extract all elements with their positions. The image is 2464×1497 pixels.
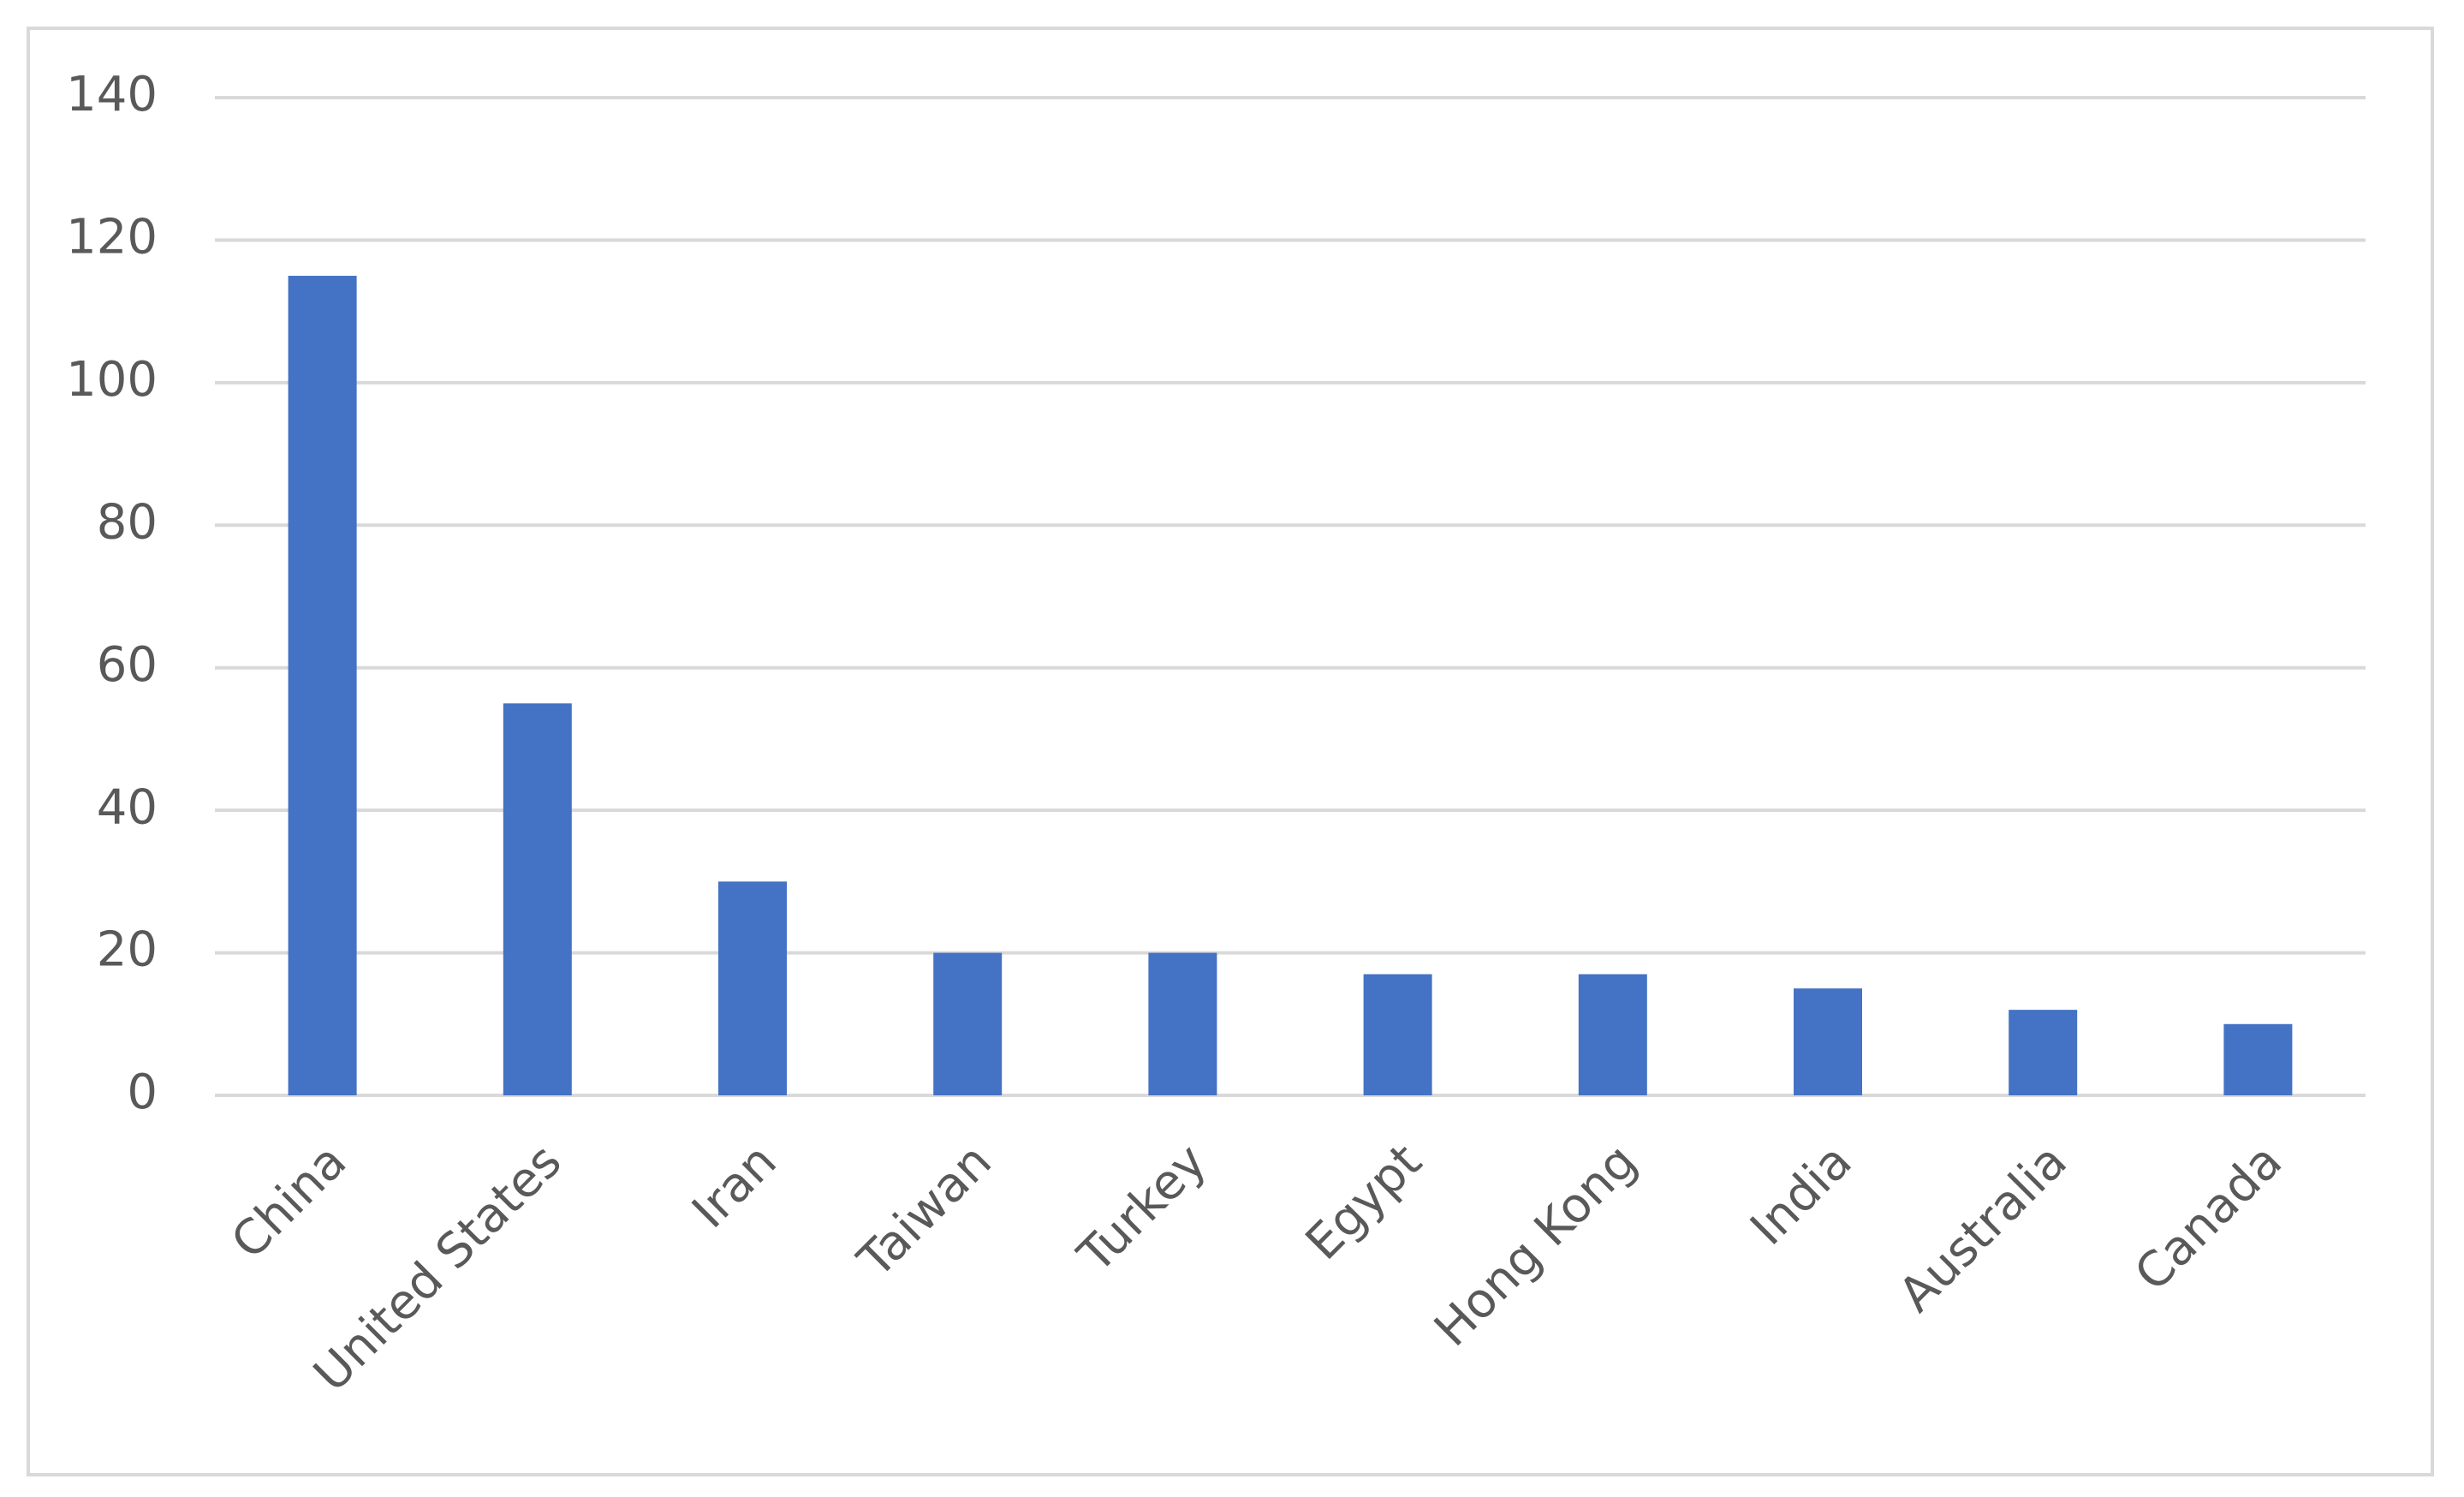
bar	[2223, 1023, 2293, 1095]
y-tick-label: 20	[97, 922, 158, 978]
chart-border	[27, 27, 2434, 1476]
y-tick-label: 40	[97, 779, 158, 835]
bar	[933, 952, 1003, 1095]
y-tick-label: 100	[66, 352, 158, 408]
bar	[1578, 974, 1647, 1095]
bar	[718, 881, 787, 1095]
bar	[503, 703, 572, 1095]
y-tick-label: 0	[127, 1065, 158, 1120]
bar	[288, 276, 357, 1095]
bar	[2009, 1010, 2078, 1095]
y-tick-label: 120	[66, 210, 158, 265]
y-tick-label: 140	[66, 67, 158, 122]
bar	[1794, 988, 1862, 1095]
bar	[1363, 974, 1432, 1095]
bar	[1148, 952, 1217, 1095]
y-tick-label: 60	[97, 637, 158, 693]
y-tick-label: 80	[97, 494, 158, 550]
